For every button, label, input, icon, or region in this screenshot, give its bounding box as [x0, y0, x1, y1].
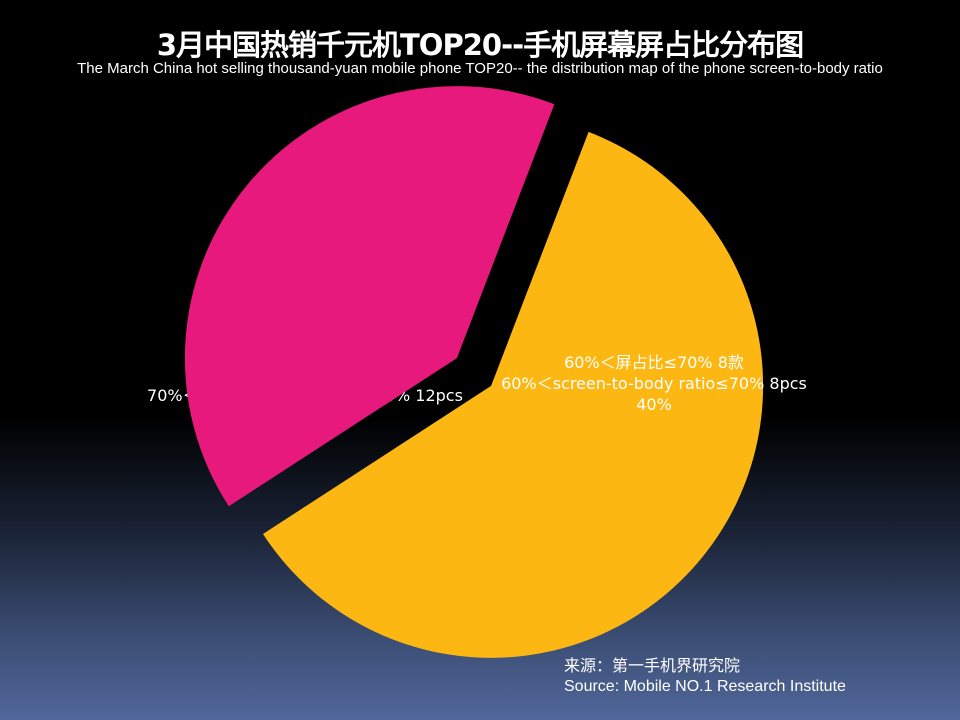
- slice-label-cn-2: 60%＜屏占比≤70% 8款: [564, 353, 744, 372]
- slice-percent-2: 40%: [636, 395, 672, 414]
- chart-title: 3月中国热销千元机TOP20--手机屏幕屏占比分布图: [156, 28, 804, 62]
- chart-subtitle: The March China hot selling thousand-yua…: [77, 60, 883, 77]
- source-line-cn: 来源：第一手机界研究院: [564, 658, 741, 675]
- slice-label-en-2: 60%＜screen-to-body ratio≤70% 8pcs: [501, 374, 807, 393]
- pie-slice-2: [184, 86, 555, 507]
- pie-slice-1: [262, 131, 764, 658]
- source-note: 来源：第一手机界研究院 Source: Mobile NO.1 Research…: [564, 657, 846, 697]
- source-line-en: Source: Mobile NO.1 Research Institute: [564, 678, 846, 695]
